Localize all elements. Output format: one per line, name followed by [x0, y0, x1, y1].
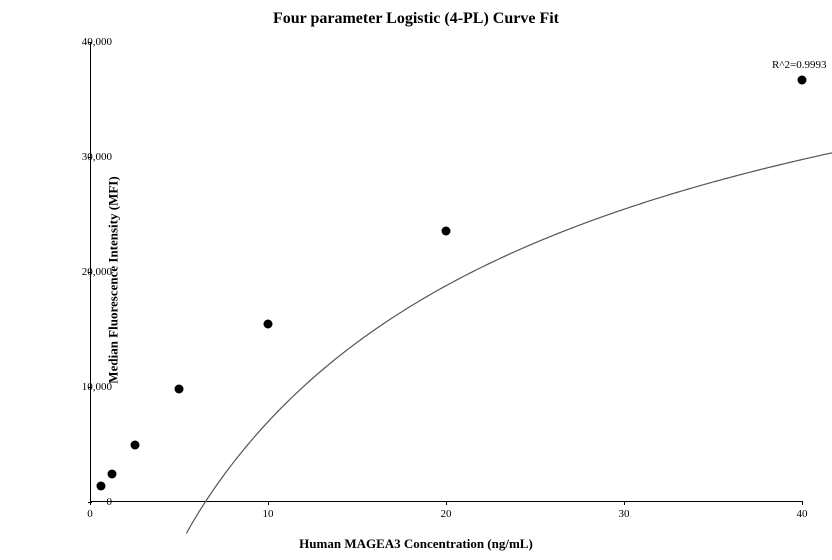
chart-title: Four parameter Logistic (4-PL) Curve Fit — [0, 10, 832, 28]
data-point — [264, 319, 273, 328]
data-point — [175, 385, 184, 394]
data-point — [130, 440, 139, 449]
y-tick-label: 20,000 — [57, 266, 112, 278]
data-point — [108, 470, 117, 479]
y-tick-label: 40,000 — [57, 36, 112, 48]
data-point — [798, 75, 807, 84]
plot-area — [90, 42, 802, 502]
x-tick-label: 30 — [619, 508, 630, 520]
data-point — [442, 226, 451, 235]
y-tick-label: 0 — [57, 496, 112, 508]
chart-container: Four parameter Logistic (4-PL) Curve Fit… — [0, 0, 832, 560]
data-point — [97, 481, 106, 490]
x-tick-label: 20 — [441, 508, 452, 520]
fit-curve — [181, 84, 832, 544]
y-tick-label: 30,000 — [57, 151, 112, 163]
x-tick-label: 10 — [263, 508, 274, 520]
y-tick-label: 10,000 — [57, 381, 112, 393]
x-tick-label: 0 — [87, 508, 93, 520]
x-tick-label: 40 — [797, 508, 808, 520]
r-squared-annotation: R^2=0.9993 — [772, 59, 826, 71]
